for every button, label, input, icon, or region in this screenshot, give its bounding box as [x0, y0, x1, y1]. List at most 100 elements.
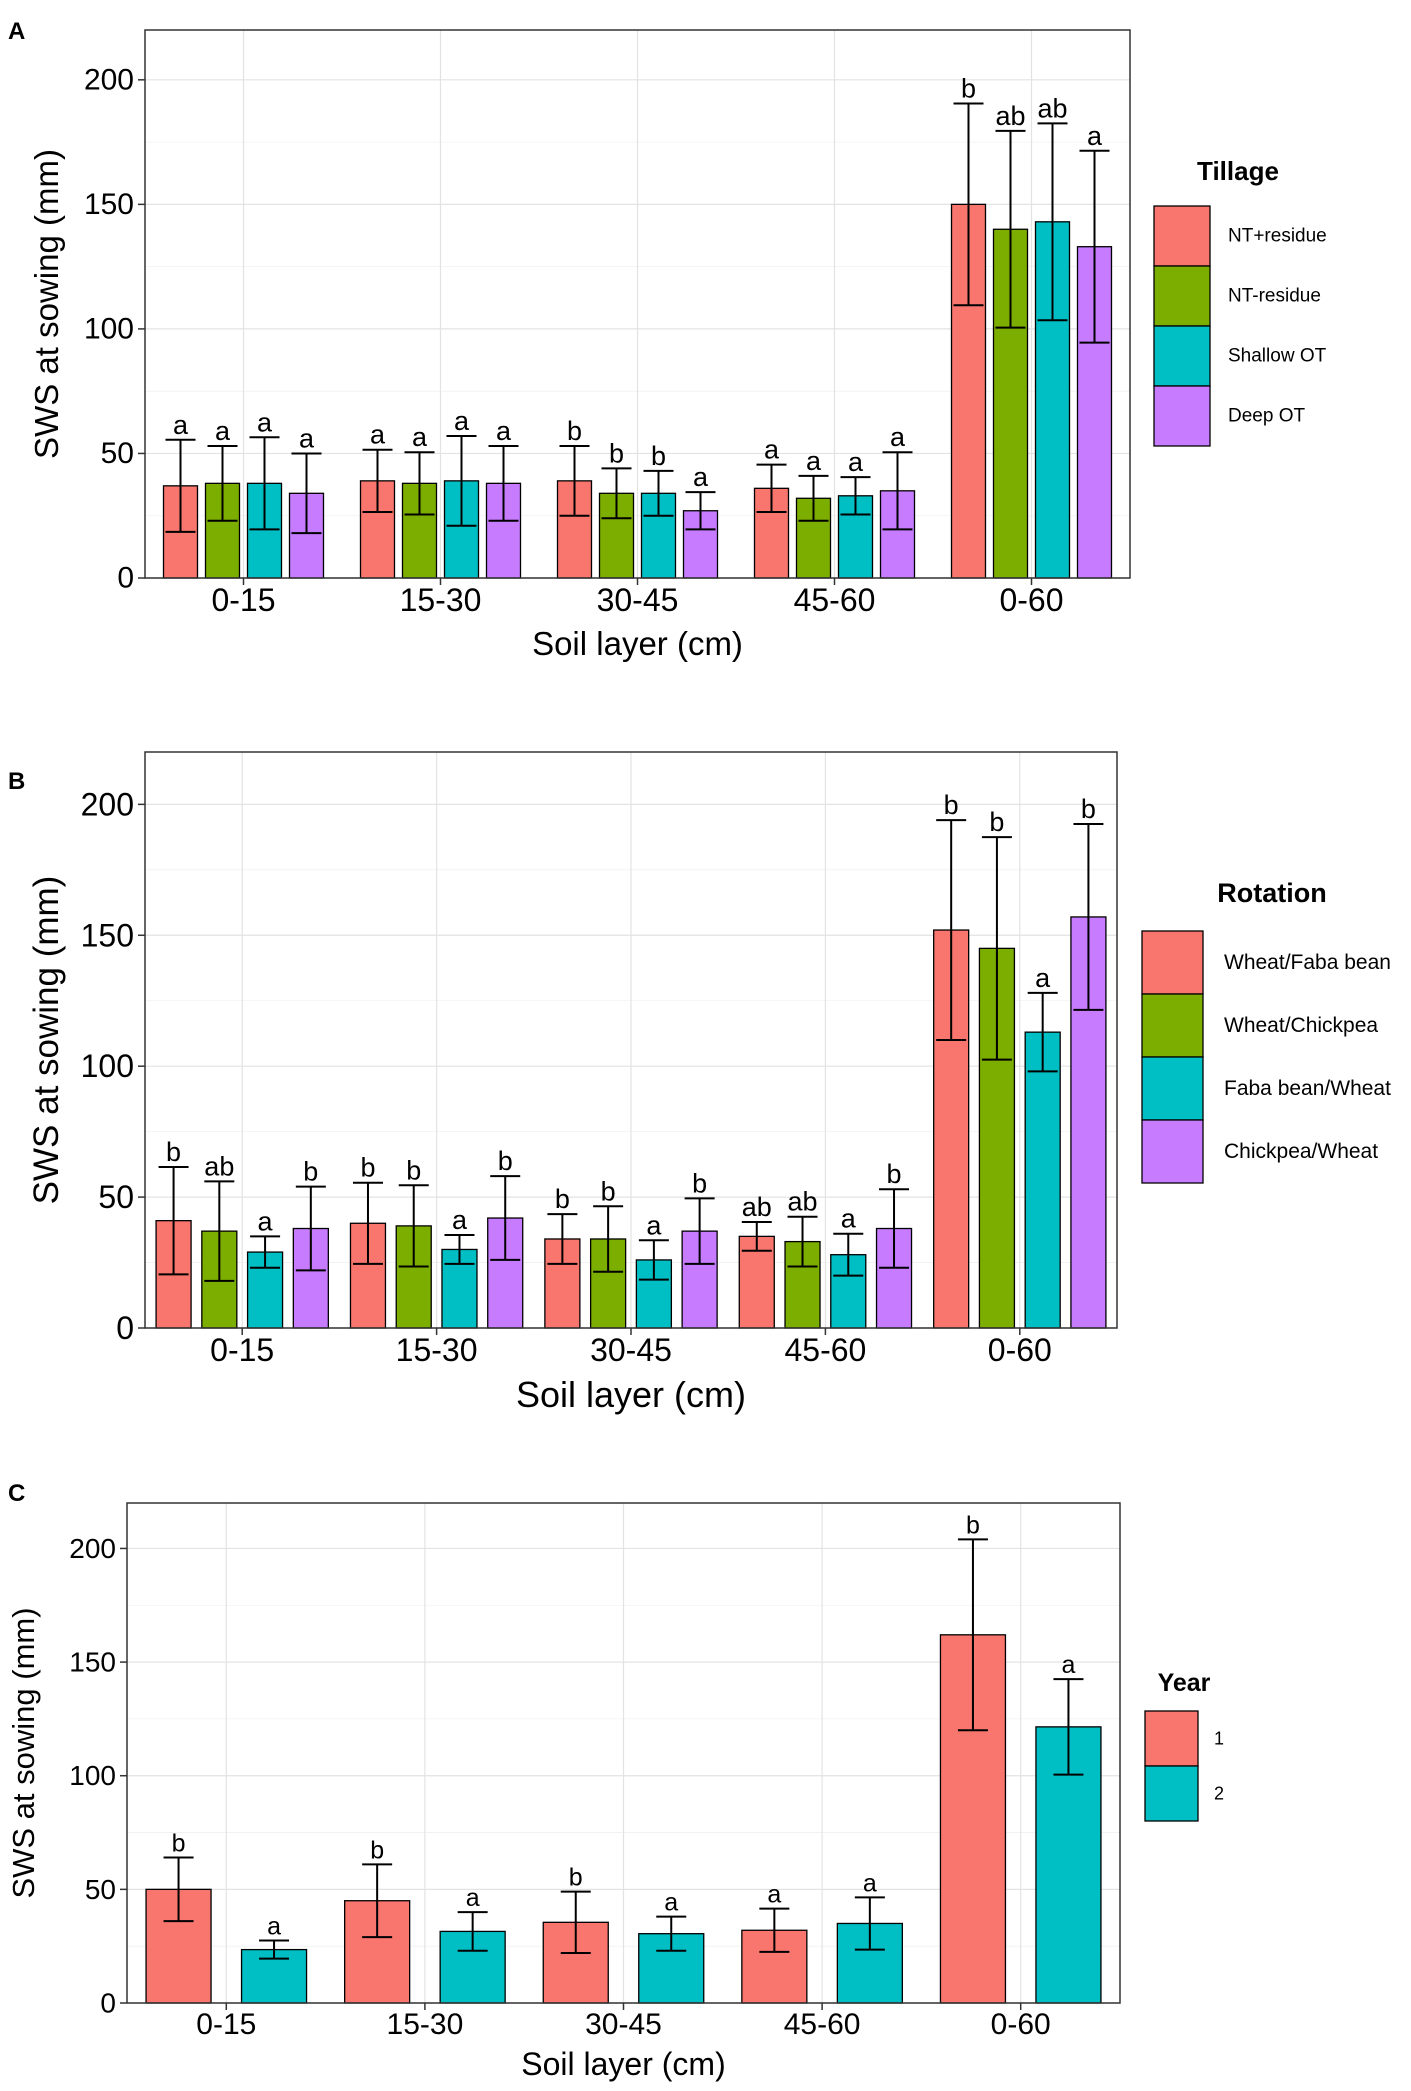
- y-axis-title: SWS at sowing (mm): [27, 876, 66, 1205]
- x-axis: 0-15 15-30 30-45 45-60 0-60 Soil layer (cm): [211, 578, 1064, 662]
- series-nt-residue: a ab aab: [204, 101, 1029, 579]
- significance-letter: a: [370, 420, 386, 450]
- significance-letter: b: [555, 1184, 570, 1214]
- y-axis: 0 50 100 150 200 SWS at sowing (mm): [6, 1533, 127, 2019]
- series-nt-residue: a a bab: [162, 73, 987, 579]
- significance-letter: ab: [742, 1192, 772, 1222]
- panel-label: B: [8, 768, 25, 795]
- significance-letter: b: [989, 807, 1004, 837]
- y-tick-label: 200: [69, 1533, 116, 1564]
- significance-letter: b: [370, 1836, 384, 1864]
- bar: [635, 1259, 673, 1329]
- x-tick-label: 0-15: [210, 1332, 274, 1368]
- legend-key: [1144, 1710, 1199, 1767]
- significance-letter: b: [172, 1830, 186, 1858]
- significance-letter: a: [496, 416, 512, 446]
- significance-letter: b: [651, 441, 666, 471]
- x-axis: 0-15 15-30 30-45 45-60 0-60 Soil layer (cm): [196, 2003, 1051, 2082]
- legend-key: [1141, 930, 1204, 995]
- significance-letter: b: [498, 1146, 513, 1176]
- y-axis-title: SWS at sowing (mm): [6, 1607, 41, 1898]
- y-tick-label: 0: [100, 1988, 116, 2019]
- significance-letter: b: [609, 438, 624, 468]
- significance-letter: a: [646, 1210, 662, 1240]
- significance-letter: a: [454, 406, 470, 436]
- panel-label: C: [8, 1480, 25, 1507]
- bar: [638, 1933, 705, 2004]
- legend-label: Wheat/Chickpea: [1224, 1014, 1378, 1037]
- significance-letter: a: [664, 1889, 678, 1917]
- significance-letter: ab: [788, 1187, 818, 1217]
- legend-label: Shallow OT: [1228, 346, 1327, 367]
- legend-label: NT-residue: [1228, 286, 1321, 307]
- legend-key: [1141, 1056, 1204, 1121]
- legend-key: [1144, 1765, 1199, 1822]
- significance-letter: a: [863, 1869, 877, 1897]
- significance-letter: b: [944, 790, 959, 820]
- significance-letter: a: [257, 407, 273, 437]
- significance-letter: a: [1035, 963, 1051, 993]
- significance-letter: b: [360, 1153, 375, 1183]
- y-tick-label: 50: [85, 1874, 116, 1905]
- legend-label: Wheat/Faba bean: [1224, 951, 1391, 974]
- x-tick-label: 15-30: [396, 1332, 478, 1368]
- y-tick-label: 100: [84, 312, 134, 345]
- y-tick-label: 0: [116, 1310, 134, 1346]
- panel-c: Cb b b a b a a a a a 0 50 100 150 200 SWS at sowing (mm…: [6, 1480, 1224, 2082]
- significance-letter: b: [569, 1864, 583, 1892]
- legend-title: Tillage: [1197, 156, 1279, 186]
- x-tick-label: 45-60: [784, 1332, 866, 1368]
- series-2: a a a a a: [240, 1651, 1102, 2004]
- legend-key: [1153, 205, 1211, 267]
- y-tick-label: 150: [81, 917, 134, 953]
- bar: [1024, 1031, 1061, 1329]
- bars: b b b a b a a a a a: [145, 1511, 1102, 2004]
- x-axis-title: Soil layer (cm): [532, 625, 743, 662]
- significance-letter: a: [890, 422, 906, 452]
- y-tick-label: 150: [69, 1647, 116, 1678]
- significance-letter: a: [452, 1205, 468, 1235]
- significance-letter: a: [466, 1884, 480, 1912]
- significance-letter: a: [173, 410, 189, 440]
- y-axis: 0 50 100 150 200 SWS at sowing (mm): [27, 786, 145, 1346]
- significance-letter: b: [887, 1159, 902, 1189]
- significance-letter: a: [215, 416, 231, 446]
- legend-key: [1141, 1119, 1204, 1184]
- x-tick-label: 15-30: [400, 582, 482, 618]
- significance-letter: ab: [995, 101, 1025, 131]
- legend-label: 2: [1214, 1784, 1224, 1804]
- y-tick-label: 150: [84, 188, 134, 221]
- significance-letter: a: [1087, 121, 1103, 151]
- legend-key: [1153, 325, 1211, 387]
- y-tick-label: 50: [101, 437, 134, 470]
- x-tick-label: 0-15: [211, 582, 275, 618]
- significance-letter: a: [841, 1204, 857, 1234]
- significance-letter: a: [267, 1913, 281, 1941]
- significance-letter: b: [1081, 794, 1096, 824]
- significance-letter: b: [567, 416, 582, 446]
- series-faba-bean-wheat: a a a a a: [246, 963, 1061, 1329]
- y-tick-label: 0: [117, 562, 134, 595]
- significance-letter: b: [166, 1137, 181, 1167]
- x-tick-label: 15-30: [387, 2008, 464, 2041]
- legend-label: Chickpea/Wheat: [1224, 1140, 1378, 1163]
- significance-letter: b: [303, 1157, 318, 1187]
- significance-letter: a: [806, 446, 822, 476]
- panel-label: A: [8, 18, 25, 45]
- series-wheat-faba-bean: bbb abb: [155, 790, 970, 1329]
- legend: Rotation Wheat/Faba bean Wheat/Chickpea Fab…: [1141, 878, 1391, 1184]
- x-tick-label: 0-60: [999, 582, 1063, 618]
- x-tick-label: 0-60: [991, 2008, 1051, 2041]
- y-tick-label: 100: [69, 1760, 116, 1791]
- legend-title: Rotation: [1217, 878, 1326, 908]
- y-axis-title: SWS at sowing (mm): [28, 149, 65, 459]
- legend-label: Deep OT: [1228, 406, 1305, 427]
- significance-letter: b: [601, 1176, 616, 1206]
- significance-letter: b: [692, 1168, 707, 1198]
- x-tick-label: 0-15: [196, 2008, 256, 2041]
- legend-title: Year: [1158, 1669, 1211, 1697]
- x-axis-title: Soil layer (cm): [516, 1374, 746, 1415]
